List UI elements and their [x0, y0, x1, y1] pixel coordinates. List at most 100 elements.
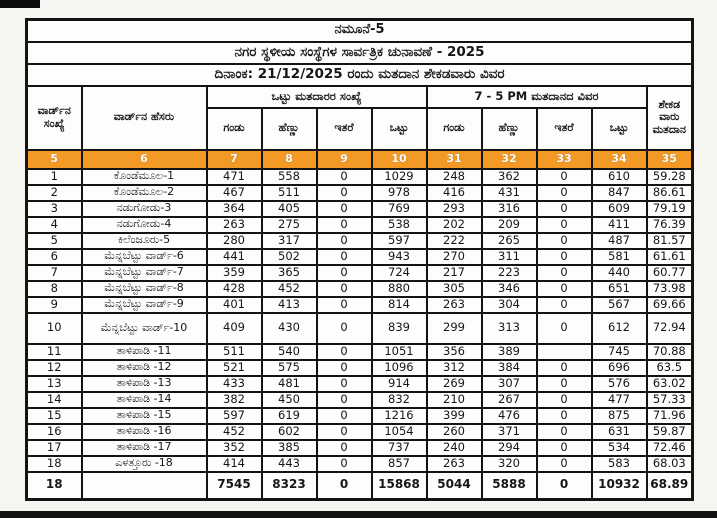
total-cell: 0	[315, 470, 373, 501]
data-cell: 487	[590, 231, 648, 250]
data-cell: 316	[480, 199, 538, 218]
ward-name-cell: ಎಳತ್ತೂರು -18	[80, 454, 208, 473]
header-percent: ಶೇಕಡ ವಾರು ಮತದಾನ	[645, 84, 694, 151]
data-cell: 317	[260, 231, 318, 250]
data-cell: 452	[260, 279, 318, 298]
data-cell: 81.57	[645, 231, 694, 250]
data-cell: 521	[205, 358, 263, 377]
data-cell: 0	[535, 374, 593, 393]
data-cell: 0	[315, 199, 373, 218]
data-cell: 581	[590, 247, 648, 266]
data-cell: 737	[370, 438, 428, 457]
ward-name-cell: ನಡುಗೋಡು-3	[80, 199, 208, 218]
data-cell: 86.61	[645, 183, 694, 202]
data-cell: 597	[370, 231, 428, 250]
total-cell: 0	[535, 470, 593, 501]
photo-scan-artifact-top	[0, 0, 40, 8]
header-ward-no: ವಾರ್ಡ್‌ನ ಸಂಖ್ಯೆ	[25, 84, 83, 151]
header-total-polled: ಒಟ್ಟು	[590, 106, 648, 151]
header-group-poll-detail: 7 - 5 PM ಮತದಾನದ ವಿವರ	[425, 84, 648, 109]
data-cell: 384	[480, 358, 538, 377]
table-row: 10 ಮೆನ್ನಬೆಟ್ಟು ವಾರ್ಡ್-10 409 430 0 839 299 313 0…	[25, 311, 694, 345]
ward-name-cell: ತಾಳಿಪಾಡಿ -16	[80, 422, 208, 441]
data-cell: 0	[535, 422, 593, 441]
data-cell: 312	[425, 358, 483, 377]
ward-no-cell: 9	[25, 295, 83, 314]
header-group-total-voters: ಒಟ್ಟು ಮತದಾರರ ಸಂಖ್ಯೆ	[205, 84, 428, 109]
data-cell: 313	[480, 311, 538, 345]
date-line: ದಿನಾಂಕ: 21/12/2025 ರಂದು ಮತದಾನ ಶೇಕಡವಾರು ವ…	[25, 62, 694, 87]
table-row: 11 ತಾಳಿಪಾಡಿ -11 511 540 0 1051 356 389 745 70.88	[25, 342, 694, 361]
data-cell: 943	[370, 247, 428, 266]
data-cell: 880	[370, 279, 428, 298]
data-cell: 414	[205, 454, 263, 473]
column-number: 6	[80, 148, 208, 170]
table-row: 17 ತಾಳಿಪಾಡಿ -17 352 385 0 737 240 294 0 534 72.46	[25, 438, 694, 457]
ward-no-cell: 3	[25, 199, 83, 218]
data-cell: 540	[260, 342, 318, 361]
data-cell: 0	[315, 231, 373, 250]
data-cell: 304	[480, 295, 538, 314]
data-cell: 267	[480, 390, 538, 409]
data-cell: 305	[425, 279, 483, 298]
table-row: 1 ಕೊಂಡೆಮೂಲ-1 471 558 0 1029 248 362 0 610 59.28	[25, 167, 694, 186]
ward-no-cell: 2	[25, 183, 83, 202]
table-row: 14 ತಾಳಿಪಾಡಿ -14 382 450 0 832 210 267 0 477 57.33	[25, 390, 694, 409]
data-cell: 260	[425, 422, 483, 441]
data-cell: 832	[370, 390, 428, 409]
data-cell: 294	[480, 438, 538, 457]
data-cell: 576	[590, 374, 648, 393]
data-cell: 619	[260, 406, 318, 425]
data-cell: 696	[590, 358, 648, 377]
data-cell: 0	[315, 406, 373, 425]
data-cell: 76.39	[645, 215, 694, 234]
ward-no-cell: 10	[25, 311, 83, 345]
data-cell: 202	[425, 215, 483, 234]
ward-name-cell: ಕೊಂಡೆಮೂಲ-1	[80, 167, 208, 186]
total-cell: 8323	[260, 470, 318, 501]
data-cell: 477	[590, 390, 648, 409]
column-number-row: 5 6 7 8 9 10 31 32 33 34 35	[25, 148, 694, 170]
results-sheet: ನಮೂನೆ-5 ನಗರ ಸ್ಥಳೀಯ ಸಂಸ್ಥೆಗಳ ಸಾರ್ವತ್ರಿಕ ಚ…	[25, 18, 695, 501]
table-row: 15 ತಾಳಿಪಾಡಿ -15 597 619 0 1216 399 476 0 875 71.96	[25, 406, 694, 425]
data-cell: 0	[535, 183, 593, 202]
data-cell: 263	[205, 215, 263, 234]
total-name-cell	[80, 470, 208, 501]
ward-name-cell: ಮೆನ್ನಬೆಟ್ಟು ವಾರ್ಡ್-6	[80, 247, 208, 266]
data-cell: 401	[205, 295, 263, 314]
data-cell: 511	[260, 183, 318, 202]
data-cell: 352	[205, 438, 263, 457]
data-cell: 0	[535, 454, 593, 473]
data-cell: 382	[205, 390, 263, 409]
header-male-polled: ಗಂಡು	[425, 106, 483, 151]
data-cell: 0	[535, 358, 593, 377]
data-cell: 79.19	[645, 199, 694, 218]
data-cell: 59.28	[645, 167, 694, 186]
data-cell: 359	[205, 263, 263, 282]
date-line-row: ದಿನಾಂಕ: 21/12/2025 ರಂದು ಮತದಾನ ಶೇಕಡವಾರು ವ…	[25, 62, 694, 87]
column-number: 31	[425, 148, 483, 170]
data-cell: 471	[205, 167, 263, 186]
election-title: ನಗರ ಸ್ಥಳೀಯ ಸಂಸ್ಥೆಗಳ ಸಾರ್ವತ್ರಿಕ ಚುನಾವಣೆ -…	[25, 40, 694, 65]
column-number: 34	[590, 148, 648, 170]
data-cell: 0	[535, 279, 593, 298]
data-cell: 346	[480, 279, 538, 298]
data-cell: 534	[590, 438, 648, 457]
data-cell: 0	[315, 263, 373, 282]
data-cell: 567	[590, 295, 648, 314]
data-cell: 745	[590, 342, 648, 361]
header-total-voters: ಒಟ್ಟು	[370, 106, 428, 151]
data-cell: 0	[315, 215, 373, 234]
data-cell: 1216	[370, 406, 428, 425]
data-cell: 405	[260, 199, 318, 218]
data-cell: 409	[205, 311, 263, 345]
data-cell: 583	[590, 454, 648, 473]
data-cell: 0	[535, 263, 593, 282]
header-other-voters: ಇತರೆ	[315, 106, 373, 151]
form-title-row: ನಮೂನೆ-5	[25, 18, 694, 43]
total-cell: 5044	[425, 470, 483, 501]
column-number: 33	[535, 148, 593, 170]
data-cell: 299	[425, 311, 483, 345]
data-cell: 0	[535, 215, 593, 234]
table-row: 18 ಎಳತ್ತೂರು -18 414 443 0 857 263 320 0 583 68.03	[25, 454, 694, 473]
